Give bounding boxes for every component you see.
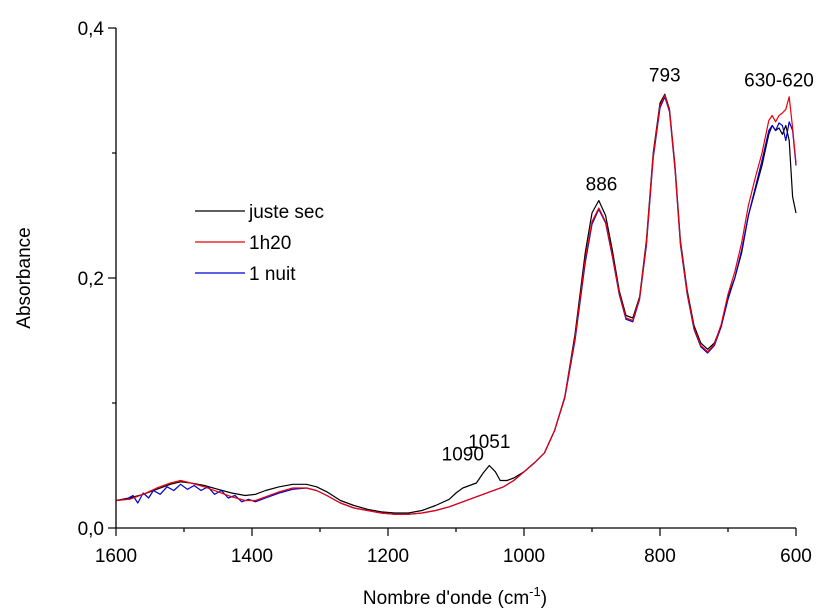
y-tick-label-0,2: 0,2 xyxy=(78,269,104,290)
legend-label-1-nuit: 1 nuit xyxy=(249,264,296,285)
plot-series-group xyxy=(115,93,797,515)
x-tick-label-1600: 1600 xyxy=(95,546,137,567)
legend-label-juste-sec: juste sec xyxy=(248,202,324,223)
annotation-1090: 1090 xyxy=(442,444,484,465)
y-tick-label-0,4: 0,4 xyxy=(78,19,105,40)
x-axis-title-main: Nombre d'onde (cm xyxy=(363,588,529,609)
y-axis-title: Absorbance xyxy=(14,227,35,328)
axes-group: 1600 1400 1200 1000 800 600 0,0 0,2 0,4 xyxy=(78,19,812,567)
x-tick-label-1200: 1200 xyxy=(367,546,409,567)
x-tick-label-600: 600 xyxy=(780,546,812,567)
x-axis-title-close: ) xyxy=(541,588,547,609)
x-tick-label-1400: 1400 xyxy=(231,546,273,567)
annotation-886: 886 xyxy=(586,174,618,195)
annotation-630-620: 630-620 xyxy=(744,71,814,92)
x-axis-title: Nombre d'onde (cm-1) xyxy=(363,584,547,609)
x-tick-label-1000: 1000 xyxy=(503,546,545,567)
y-tick-label-0,0: 0,0 xyxy=(78,519,104,540)
x-tick-label-800: 800 xyxy=(644,546,676,567)
legend-label-1h20: 1h20 xyxy=(249,233,291,254)
annotation-793: 793 xyxy=(649,66,681,87)
annotation-1051: 1051 xyxy=(468,432,510,453)
legend: juste sec 1h20 1 nuit xyxy=(195,202,324,285)
x-axis-title-superscript: -1 xyxy=(529,584,541,599)
series-line-1h20 xyxy=(115,94,797,515)
